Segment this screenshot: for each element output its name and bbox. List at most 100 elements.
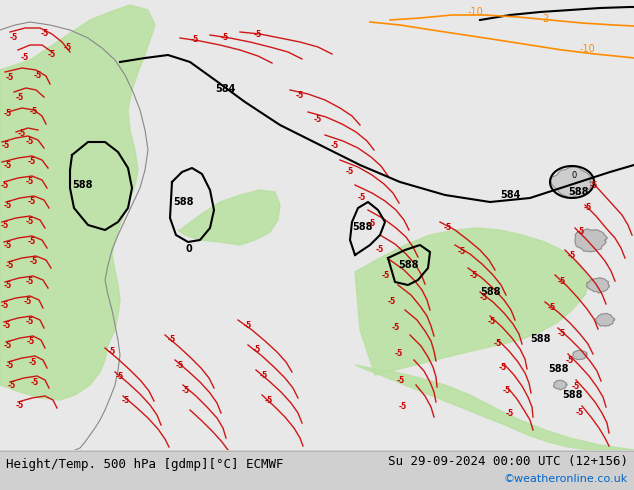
Polygon shape <box>178 190 280 245</box>
Text: -5: -5 <box>558 329 566 339</box>
Text: -5: -5 <box>221 33 229 43</box>
Text: -5: -5 <box>8 381 16 390</box>
Text: -5: -5 <box>28 197 36 206</box>
Text: -5: -5 <box>265 395 273 405</box>
Text: 588: 588 <box>480 287 500 297</box>
Text: -5: -5 <box>182 386 190 394</box>
Text: -5: -5 <box>244 320 252 329</box>
Text: -5: -5 <box>368 220 376 228</box>
Text: 588: 588 <box>530 334 550 344</box>
Text: -5: -5 <box>488 317 496 325</box>
Text: -5: -5 <box>30 258 38 267</box>
Text: -5: -5 <box>584 203 592 213</box>
Text: -5: -5 <box>26 277 34 287</box>
Text: -5: -5 <box>253 345 261 354</box>
Text: -5: -5 <box>376 245 384 254</box>
Text: 588: 588 <box>562 390 583 400</box>
Text: -5: -5 <box>16 94 24 102</box>
Text: -5: -5 <box>4 200 12 210</box>
Text: -5: -5 <box>444 223 452 232</box>
Text: 588: 588 <box>72 180 93 190</box>
Text: -5: -5 <box>388 297 396 307</box>
Text: 588: 588 <box>568 187 588 197</box>
Text: -5: -5 <box>21 53 29 63</box>
Text: -5: -5 <box>64 44 72 52</box>
Text: -5: -5 <box>168 336 176 344</box>
Text: -5: -5 <box>3 320 11 329</box>
Text: -5: -5 <box>4 280 12 290</box>
Text: 0: 0 <box>185 244 191 254</box>
Text: 588: 588 <box>548 364 569 374</box>
Text: -5: -5 <box>399 401 407 411</box>
Text: Su 29-09-2024 00:00 UTC (12+156): Su 29-09-2024 00:00 UTC (12+156) <box>388 455 628 467</box>
Text: -5: -5 <box>576 408 584 416</box>
Text: -5: -5 <box>314 116 322 124</box>
Polygon shape <box>551 167 592 197</box>
Text: Height/Temp. 500 hPa [gdmp][°C] ECMWF: Height/Temp. 500 hPa [gdmp][°C] ECMWF <box>6 458 283 470</box>
Text: -5: -5 <box>1 180 9 190</box>
Text: -5: -5 <box>108 347 116 357</box>
Text: -5: -5 <box>4 161 12 170</box>
Text: -5: -5 <box>26 218 34 226</box>
Polygon shape <box>355 228 590 375</box>
Text: 588: 588 <box>173 197 193 207</box>
Text: -5: -5 <box>10 33 18 43</box>
Text: -5: -5 <box>568 250 576 260</box>
Text: -10: -10 <box>468 7 484 17</box>
Text: -5: -5 <box>4 341 12 349</box>
Text: -5: -5 <box>34 72 42 80</box>
Text: -5: -5 <box>506 409 514 417</box>
Text: -5: -5 <box>499 363 507 371</box>
Text: -5: -5 <box>29 358 37 367</box>
Text: -5: -5 <box>26 177 34 187</box>
Polygon shape <box>586 278 609 293</box>
Text: -5: -5 <box>16 400 24 410</box>
Text: -5: -5 <box>30 107 38 117</box>
Text: -5: -5 <box>395 349 403 359</box>
Text: -5: -5 <box>6 361 14 369</box>
Text: 588: 588 <box>398 260 418 270</box>
Text: -5: -5 <box>572 382 580 391</box>
Text: -5: -5 <box>382 271 390 280</box>
Text: -5: -5 <box>24 297 32 307</box>
Text: -5: -5 <box>397 375 405 385</box>
Text: -5: -5 <box>4 109 12 119</box>
Text: -5: -5 <box>296 91 304 99</box>
Text: 584: 584 <box>500 190 521 200</box>
Text: -5: -5 <box>4 241 12 249</box>
Text: -5: -5 <box>458 247 466 256</box>
Polygon shape <box>0 5 155 400</box>
Text: -5: -5 <box>28 238 36 246</box>
Polygon shape <box>573 350 587 360</box>
Text: -5: -5 <box>254 30 262 40</box>
Polygon shape <box>553 380 567 390</box>
Text: -5: -5 <box>558 277 566 287</box>
Text: 0: 0 <box>572 171 577 180</box>
Text: -5: -5 <box>176 361 184 369</box>
Text: -10: -10 <box>580 44 596 54</box>
Text: -5: -5 <box>331 141 339 149</box>
Text: -5: -5 <box>48 50 56 59</box>
Text: -5: -5 <box>1 220 9 229</box>
Polygon shape <box>355 365 634 450</box>
Polygon shape <box>575 229 607 252</box>
Text: -5: -5 <box>260 370 268 379</box>
Text: -5: -5 <box>6 74 14 82</box>
Text: -5: -5 <box>18 129 26 139</box>
Text: -5: -5 <box>122 395 130 405</box>
Text: -5: -5 <box>28 157 36 167</box>
Text: -5: -5 <box>26 318 34 326</box>
Text: -5: -5 <box>31 377 39 387</box>
Text: -5: -5 <box>548 303 556 313</box>
Text: -5: -5 <box>346 168 354 176</box>
Text: -5: -5 <box>392 323 400 333</box>
Text: -5: -5 <box>503 386 511 394</box>
Text: -5: -5 <box>590 180 598 190</box>
Polygon shape <box>595 313 614 326</box>
Text: -5: -5 <box>358 194 366 202</box>
Text: -5: -5 <box>494 340 502 348</box>
Text: -5: -5 <box>577 227 585 237</box>
Text: -5: -5 <box>191 35 199 45</box>
Text: 2: 2 <box>542 14 548 24</box>
Text: -5: -5 <box>480 294 488 302</box>
